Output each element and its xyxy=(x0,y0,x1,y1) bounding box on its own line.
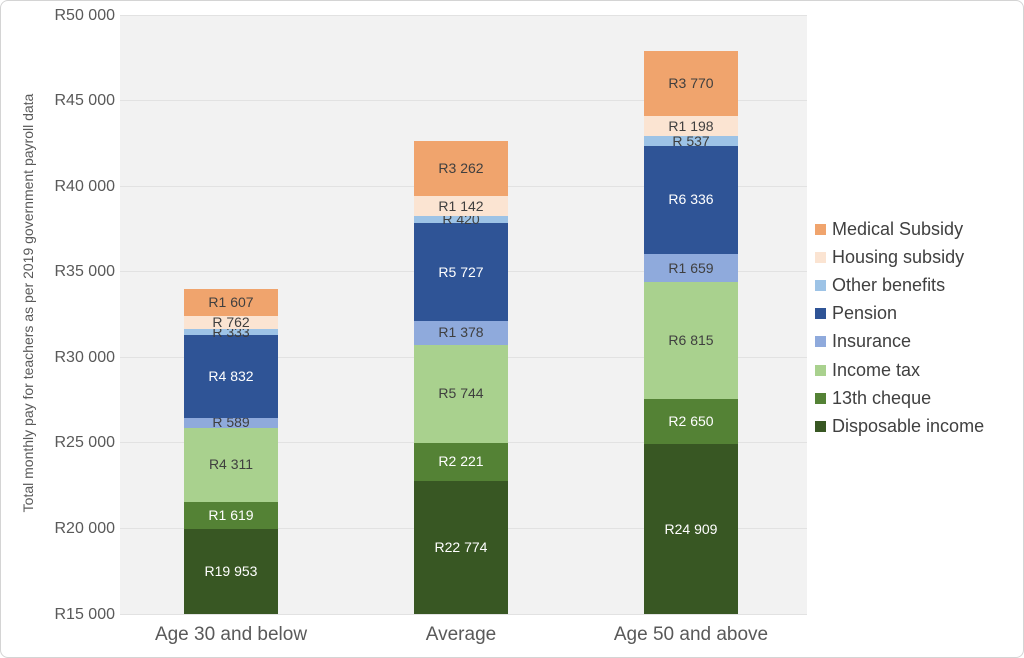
bar-segment-pension: R6 336 xyxy=(644,145,738,255)
legend: Medical Subsidy Housing subsidy Other bene… xyxy=(815,215,984,441)
bar-segment-other-benefits: R 537 xyxy=(644,133,738,148)
legend-swatch-icon xyxy=(815,223,826,235)
legend-item-medical-subsidy: Medical Subsidy xyxy=(815,215,984,243)
bar-segment-13th-cheque: R1 619 xyxy=(184,501,278,530)
bar-segment-medical-subsidy: R1 607 xyxy=(184,288,278,317)
legend-swatch-icon xyxy=(815,336,826,348)
y-axis-tick-label: R30 000 xyxy=(54,348,116,366)
y-axis-tick-label: R40 000 xyxy=(54,177,116,195)
data-label: R5 744 xyxy=(438,385,484,402)
legend-item-income-tax: Income tax xyxy=(815,356,984,384)
y-axis-tick-label: R45 000 xyxy=(54,92,116,110)
bar-segment-income-tax: R5 744 xyxy=(414,344,508,443)
data-label: R6 815 xyxy=(668,332,714,349)
y-axis-tick-label: R20 000 xyxy=(54,519,116,537)
data-label: R3 262 xyxy=(438,159,484,176)
legend-label: Pension xyxy=(832,303,898,324)
legend-label: Medical Subsidy xyxy=(832,218,964,239)
bar-segment-income-tax: R6 815 xyxy=(644,282,738,400)
legend-label: 13th cheque xyxy=(832,387,932,408)
bar-segment-housing-subsidy: R 762 xyxy=(184,314,278,331)
bar-segment-medical-subsidy: R3 770 xyxy=(644,51,738,116)
bar-segment-pension: R4 832 xyxy=(184,334,278,418)
bar-segment-pension: R5 727 xyxy=(414,223,508,322)
data-label: R6 336 xyxy=(668,191,714,208)
plot-area: R19 953 R1 619 R4 311 R 589 R4 832 R 333 R 762… xyxy=(120,14,807,615)
data-label: R1 378 xyxy=(438,324,484,341)
legend-swatch-icon xyxy=(815,251,826,263)
data-label: R2 650 xyxy=(668,413,714,430)
data-label: R 589 xyxy=(212,414,250,431)
legend-swatch-icon xyxy=(815,392,826,404)
x-axis-category-label: Average xyxy=(425,624,497,645)
bar-segment-13th-cheque: R2 221 xyxy=(414,442,508,481)
legend-item-insurance: Insurance xyxy=(815,328,984,356)
bar-segment-disposable-income: R19 953 xyxy=(184,529,278,614)
data-label: R4 311 xyxy=(208,456,254,473)
bar-segment-disposable-income: R24 909 xyxy=(644,444,738,614)
legend-swatch-icon xyxy=(815,364,826,376)
data-label: R2 221 xyxy=(438,453,484,470)
data-label: R1 198 xyxy=(668,117,714,134)
y-axis-tick-label: R15 000 xyxy=(54,605,116,623)
bar-segment-medical-subsidy: R3 262 xyxy=(414,140,508,197)
data-label: R5 727 xyxy=(438,263,484,280)
legend-swatch-icon xyxy=(815,279,826,291)
bar-segment-insurance: R1 378 xyxy=(414,321,508,345)
data-label: R 537 xyxy=(672,132,710,149)
bar-segment-other-benefits: R 420 xyxy=(414,211,508,226)
legend-item-disposable-income: Disposable income xyxy=(815,412,984,440)
data-label: R19 953 xyxy=(204,563,258,580)
legend-label: Insurance xyxy=(832,331,912,352)
bar-segment-housing-subsidy: R1 142 xyxy=(414,196,508,216)
data-label: R1 659 xyxy=(668,259,714,276)
legend-item-other-benefits: Other benefits xyxy=(815,271,984,299)
bar-segment-housing-subsidy: R1 198 xyxy=(644,115,738,137)
legend-item-housing-subsidy: Housing subsidy xyxy=(815,243,984,271)
y-axis-tick-label: R50 000 xyxy=(54,6,116,24)
legend-label: Other benefits xyxy=(832,274,946,295)
gridline xyxy=(120,14,807,16)
bar-segment-13th-cheque: R2 650 xyxy=(644,399,738,445)
legend-label: Housing subsidy xyxy=(832,246,965,267)
legend-item-13th-cheque: 13th cheque xyxy=(815,384,984,412)
x-axis-category-label: Age 50 and above xyxy=(613,624,769,645)
legend-label: Income tax xyxy=(832,359,921,380)
legend-swatch-icon xyxy=(815,420,826,432)
data-label: R1 619 xyxy=(208,506,254,523)
data-label: R3 770 xyxy=(668,75,714,92)
data-label: R1 607 xyxy=(208,293,254,310)
bar-segment-insurance: R1 659 xyxy=(644,254,738,283)
legend-swatch-icon xyxy=(815,308,826,320)
bar-segment-income-tax: R4 311 xyxy=(184,427,278,502)
y-axis-tick-label: R35 000 xyxy=(54,263,116,281)
legend-label: Disposable income xyxy=(832,415,985,436)
gridline xyxy=(120,613,807,615)
bar-segment-insurance: R 589 xyxy=(184,414,278,431)
bar-segment-disposable-income: R22 774 xyxy=(414,480,508,614)
gridline xyxy=(120,100,807,102)
legend-item-pension: Pension xyxy=(815,300,984,328)
x-axis-category-label: Age 30 and below xyxy=(154,624,308,645)
data-label: R1 142 xyxy=(438,197,484,214)
data-label: R24 909 xyxy=(664,520,718,537)
data-label: R 762 xyxy=(212,314,250,331)
data-label: R22 774 xyxy=(434,538,488,555)
y-axis-tick-label: R25 000 xyxy=(54,434,116,452)
data-label: R4 832 xyxy=(208,367,254,384)
